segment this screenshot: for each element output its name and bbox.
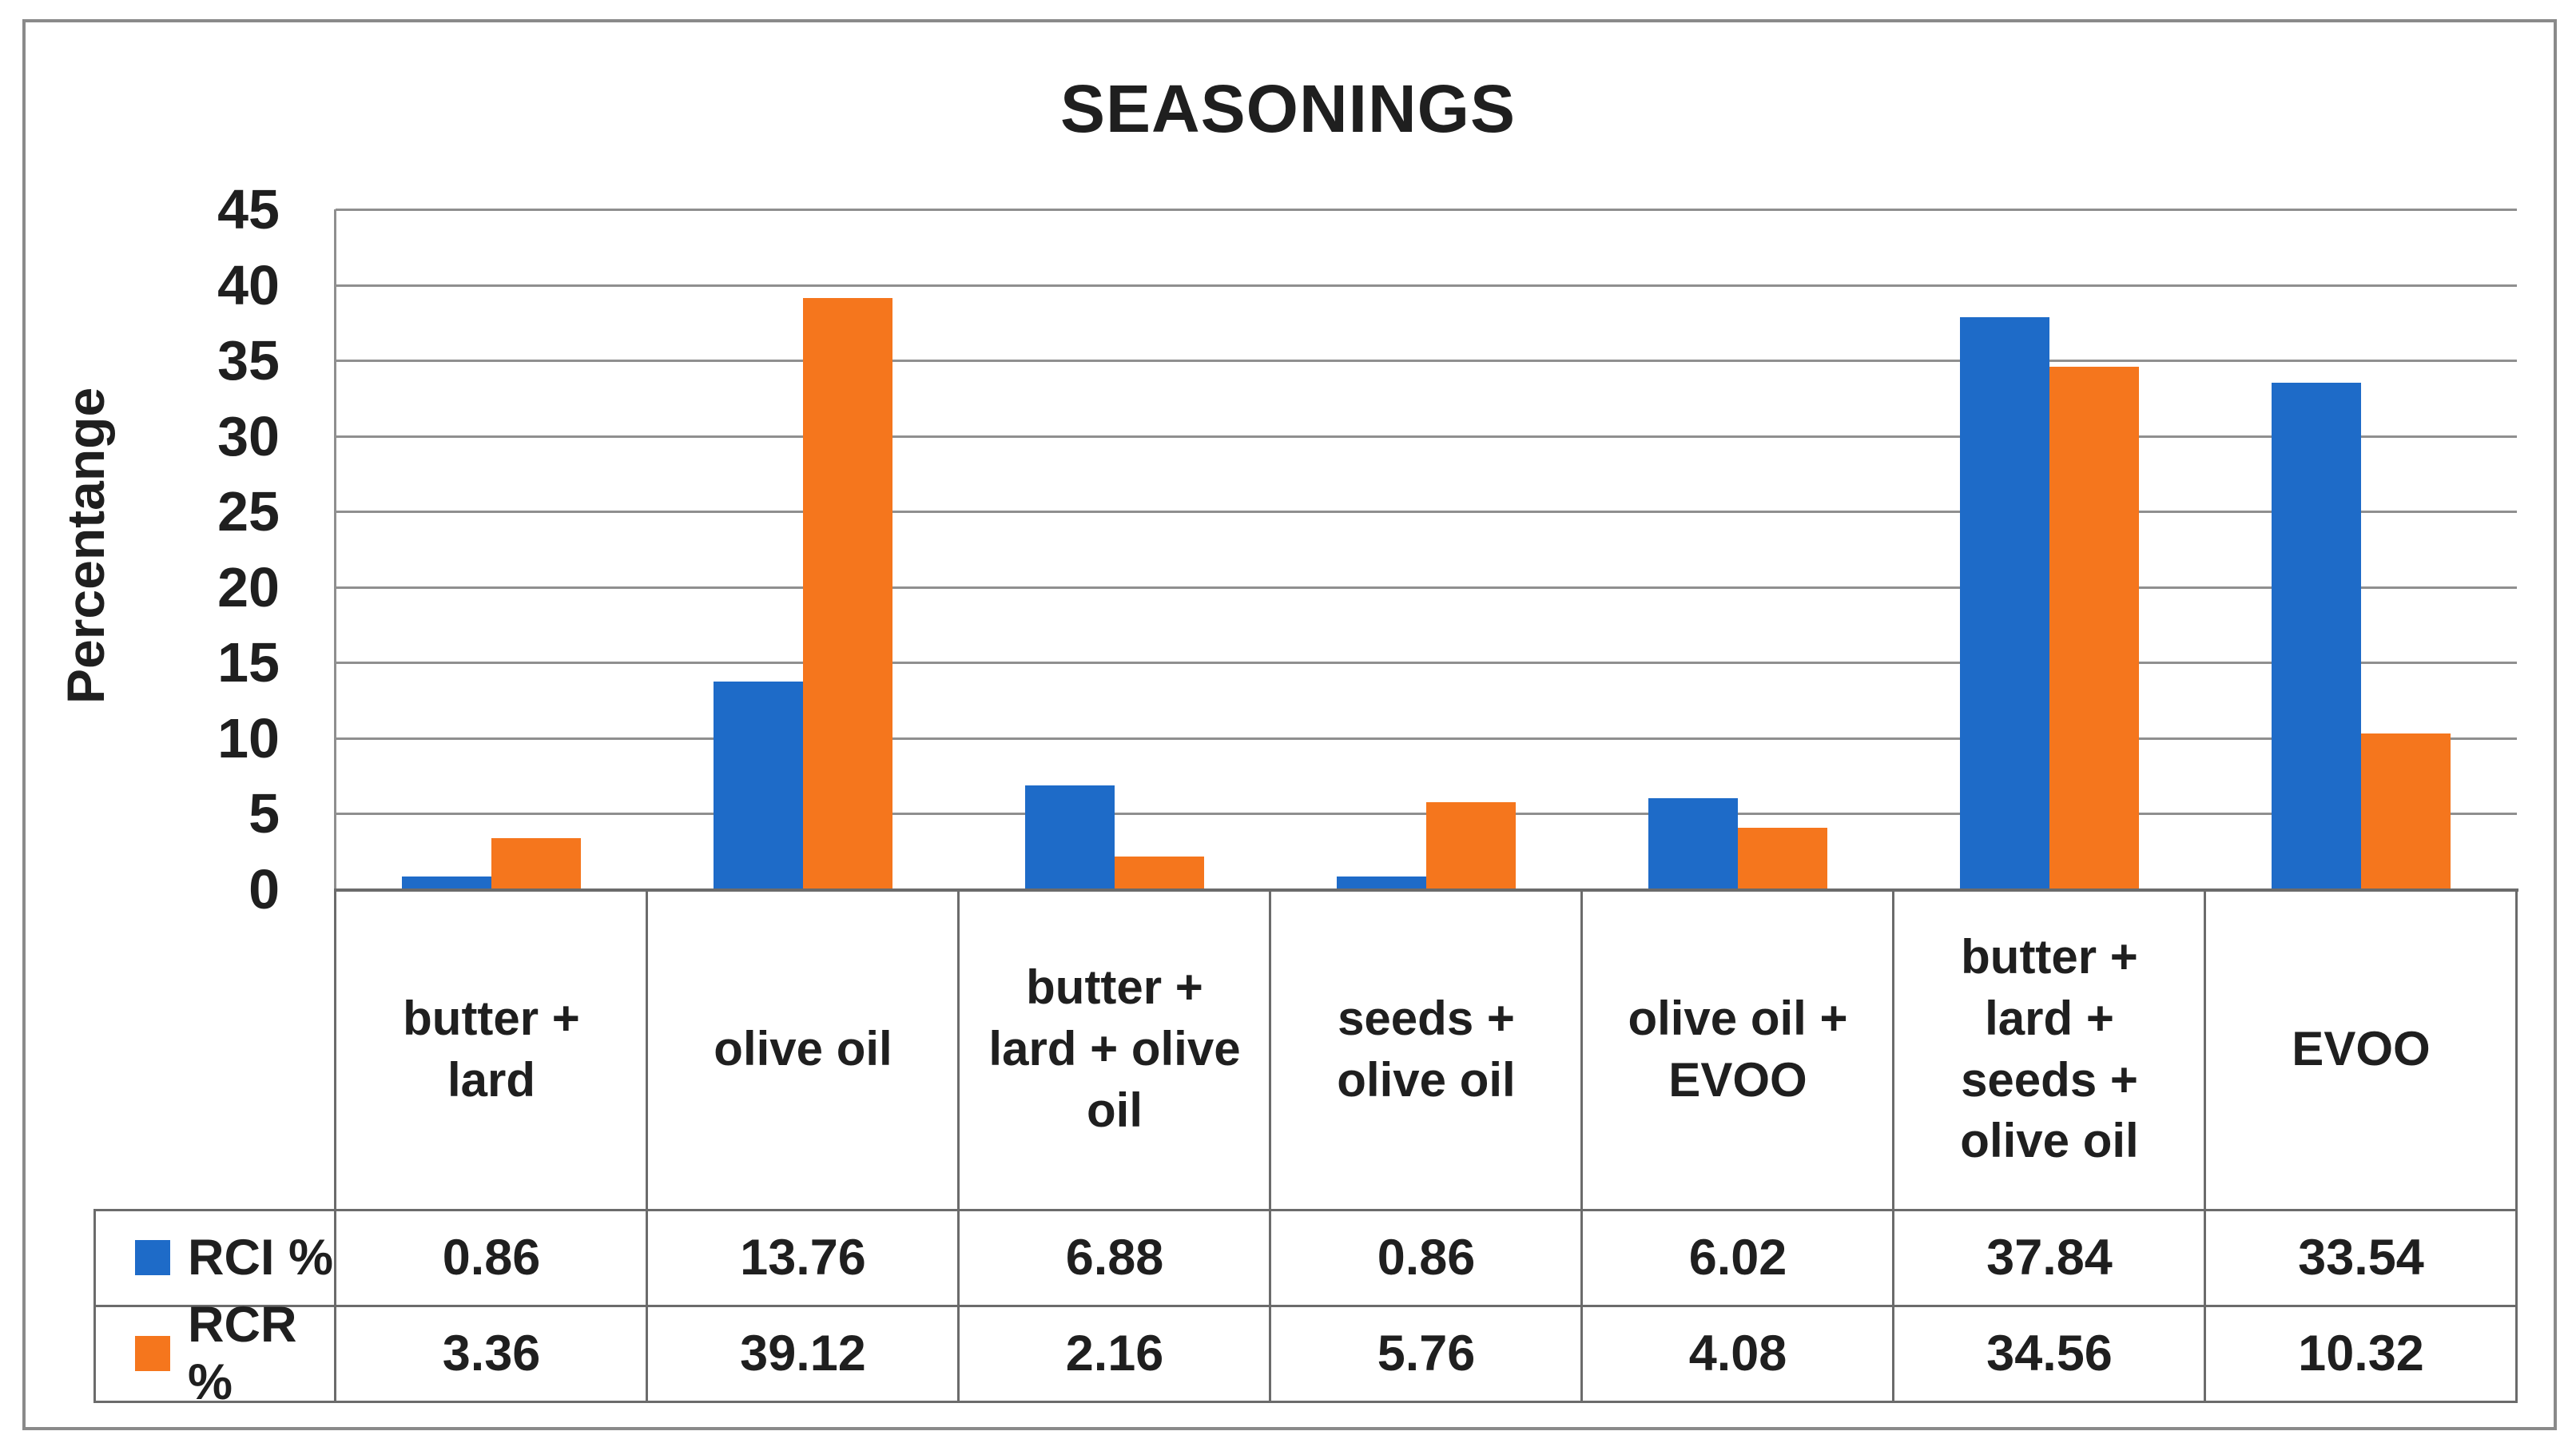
table-col-border-4 [1580,889,1583,1403]
bar-rcr-3 [1426,802,1516,889]
value-cell-rci-4: 6.02 [1688,1230,1787,1286]
y-tick-label-30: 30 [217,404,280,467]
y-tick-label-10: 10 [217,706,280,769]
value-cell-rcr-3: 5.76 [1377,1326,1476,1381]
table-row-border-0 [93,1209,2517,1211]
y-tick-label-25: 25 [217,480,280,543]
gridline-10 [336,737,2517,740]
legend-swatch-rcr [135,1336,170,1371]
value-cell-rci-6: 33.54 [2298,1230,2424,1286]
table-col-border-7 [2515,889,2518,1403]
bar-rci-4 [1648,798,1738,889]
y-tick-label-5: 5 [248,782,280,845]
table-col-border-6 [2204,889,2206,1403]
chart-title: SEASONINGS [1059,71,1517,146]
value-cell-rcr-2: 2.16 [1065,1326,1164,1381]
value-cell-rcr-1: 39.12 [740,1326,866,1381]
category-cell-4: olive oil + EVOO [1628,991,1848,1107]
x-axis-line [334,888,2518,892]
gridline-45 [336,209,2517,211]
legend-swatch-rci [135,1240,170,1275]
category-cell-0: butter + lard [403,991,580,1107]
category-cell-1: olive oil [714,1022,892,1076]
table-col-border-2 [957,889,960,1403]
bar-rcr-1 [803,298,892,889]
y-tick-label-20: 20 [217,555,280,618]
value-cell-rcr-5: 34.56 [1986,1326,2113,1381]
y-tick-label-35: 35 [217,329,280,392]
table-row-border-2 [93,1401,2517,1403]
category-cell-5: butter + lard + seeds + olive oil [1960,929,2139,1168]
bar-rcr-0 [491,838,581,889]
category-cell-2: butter + lard + olive oil [988,960,1241,1137]
value-cell-rcr-0: 3.36 [442,1326,541,1381]
legend-left-border [93,1210,96,1403]
legend-label-rcr: RCR % [188,1297,297,1410]
bar-rci-5 [1960,317,2049,889]
legend-cell-rci: RCI % [93,1210,336,1306]
bar-rci-2 [1025,785,1115,889]
bar-rcr-4 [1738,828,1827,889]
gridline-35 [336,360,2517,363]
y-axis-line [334,209,336,889]
legend-label-rci: RCI % [188,1230,334,1286]
bar-rcr-2 [1115,857,1204,889]
gridline-40 [336,284,2517,287]
y-tick-label-15: 15 [217,631,280,694]
table-col-border-1 [646,889,648,1403]
bar-rci-6 [2272,383,2361,889]
legend-cell-rcr: RCR % [93,1297,336,1410]
gridline-20 [336,586,2517,589]
value-cell-rci-0: 0.86 [442,1230,541,1286]
y-tick-label-0: 0 [248,858,280,920]
value-cell-rci-1: 13.76 [740,1230,866,1286]
bar-rcr-6 [2361,733,2451,889]
bar-rcr-5 [2049,367,2139,889]
y-tick-label-45: 45 [217,178,280,240]
gridline-30 [336,435,2517,438]
gridline-15 [336,662,2517,665]
value-cell-rcr-4: 4.08 [1688,1326,1787,1381]
category-cell-3: seeds + olive oil [1337,991,1516,1107]
table-col-border-3 [1269,889,1271,1403]
table-row-border-1 [93,1305,2517,1307]
gridline-25 [336,511,2517,514]
value-cell-rci-3: 0.86 [1377,1230,1476,1286]
y-tick-label-40: 40 [217,253,280,316]
bar-rci-3 [1337,877,1426,889]
bar-rci-0 [402,877,491,889]
value-cell-rcr-6: 10.32 [2298,1326,2424,1381]
table-col-border-0 [334,889,336,1403]
table-col-border-5 [1892,889,1894,1403]
category-cell-6: EVOO [2292,1022,2431,1076]
value-cell-rci-5: 37.84 [1986,1230,2113,1286]
bar-rci-1 [714,682,803,889]
value-cell-rci-2: 6.88 [1065,1230,1164,1286]
